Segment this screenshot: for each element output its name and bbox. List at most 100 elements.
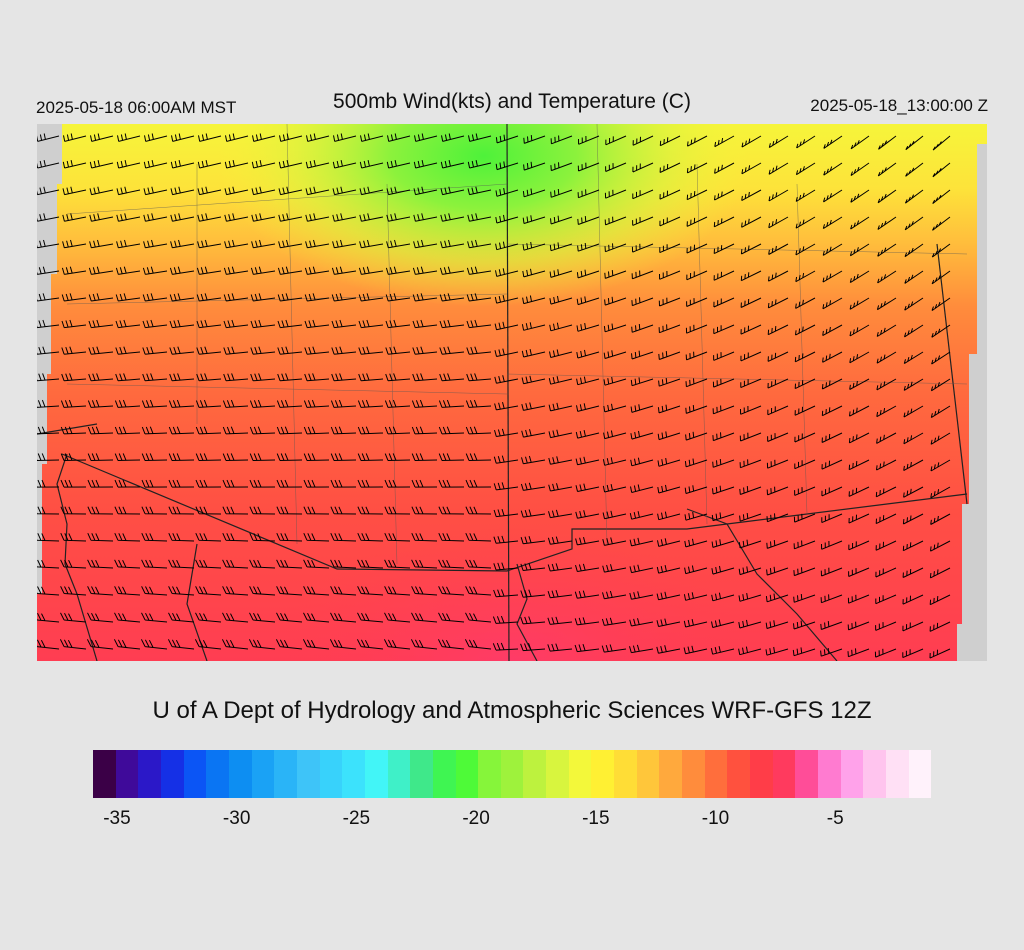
wind-barb [222, 399, 249, 408]
wind-barb [820, 594, 843, 604]
wind-barb [61, 373, 87, 382]
wind-barb [604, 270, 627, 279]
wind-barb [330, 559, 357, 569]
wind-barb [195, 506, 222, 515]
wind-barb [276, 453, 303, 461]
wind-barb [359, 239, 384, 249]
wind-barb [222, 532, 249, 542]
wind-barb [332, 213, 357, 222]
wind-barb [493, 535, 519, 544]
wind-barb [793, 593, 816, 603]
wind-barb [904, 270, 924, 284]
wind-barb [170, 186, 195, 196]
wind-barb [878, 135, 897, 150]
wind-barb [37, 399, 60, 408]
wind-barb [250, 319, 276, 329]
wind-barb [576, 376, 600, 386]
wind-barb [631, 243, 654, 253]
wind-barb [847, 621, 870, 631]
wind-barb [171, 133, 195, 142]
wind-barb [794, 459, 816, 470]
wind-barb [384, 612, 411, 623]
wind-barb [902, 594, 924, 605]
wind-barb [88, 266, 114, 275]
colorbar-swatch [364, 750, 388, 798]
wind-barb [143, 213, 168, 222]
wind-barb [575, 510, 600, 519]
wind-barb [766, 566, 789, 576]
wind-barb [89, 239, 114, 249]
wind-barb [222, 426, 249, 435]
wind-barb [358, 373, 384, 382]
wind-barb [142, 346, 168, 355]
wind-barb [358, 266, 384, 275]
wind-barb [550, 135, 573, 145]
wind-barb [576, 296, 600, 306]
wind-barb [249, 532, 276, 542]
wind-barb [821, 405, 843, 417]
wind-barb [603, 430, 627, 440]
wind-barb [629, 564, 654, 574]
wind-barb [195, 399, 222, 408]
wind-barb [195, 612, 222, 623]
wind-barb [438, 612, 465, 623]
wind-barb [795, 270, 816, 283]
wind-barb [195, 453, 222, 461]
wind-barb [713, 270, 735, 281]
wind-barb [304, 293, 330, 302]
wind-barb [276, 479, 303, 488]
wind-barb [61, 319, 87, 329]
wind-barb [89, 159, 114, 169]
wind-barb [37, 426, 60, 435]
wind-barb [86, 639, 114, 650]
wind-barb [413, 213, 438, 222]
wind-barb [795, 324, 816, 336]
wind-barb [714, 189, 735, 201]
wind-barb [929, 621, 951, 632]
wind-barb [685, 351, 708, 361]
wind-barb [929, 594, 951, 606]
wind-barb [875, 486, 897, 498]
wind-barb [59, 639, 87, 650]
wind-barb [930, 513, 951, 525]
wind-barb [386, 186, 411, 196]
wind-barb [605, 135, 627, 146]
wind-barb [686, 189, 708, 201]
wind-barb [550, 188, 573, 198]
wind-barb [277, 266, 303, 275]
wind-barb [276, 559, 303, 569]
wind-barb [659, 270, 681, 280]
wind-barb [278, 239, 303, 249]
wind-barb [767, 405, 789, 416]
wind-barb [930, 540, 951, 552]
wind-barb [88, 373, 114, 382]
wind-barb [224, 239, 249, 249]
wind-barb [37, 506, 60, 515]
wind-barb [848, 513, 870, 524]
wind-barb [222, 559, 249, 569]
wind-barb [849, 405, 870, 417]
wind-barb [223, 266, 249, 275]
wind-barb [197, 213, 222, 222]
colorbar-swatch [591, 750, 615, 798]
colorbar-tick-label: -20 [462, 808, 490, 829]
wind-barb [88, 293, 114, 302]
wind-barb [905, 135, 924, 151]
wind-barb [574, 643, 600, 653]
wind-barb [115, 373, 141, 382]
wind-barb [332, 186, 357, 196]
wind-barb [494, 401, 519, 411]
colorbar-swatch [115, 750, 139, 798]
wind-barb [930, 405, 951, 419]
wind-barb [849, 243, 870, 257]
wind-barb [578, 135, 600, 145]
wind-barb [358, 319, 384, 329]
colorbar-swatch [342, 750, 365, 798]
wind-barb [466, 319, 492, 329]
wind-barb [303, 453, 330, 461]
init-time-label: 2025-05-18_13:00:00 Z [810, 96, 988, 115]
wind-barb [37, 293, 60, 302]
wind-barb [603, 350, 627, 359]
wind-barb [495, 161, 519, 171]
wind-barb [116, 213, 141, 222]
